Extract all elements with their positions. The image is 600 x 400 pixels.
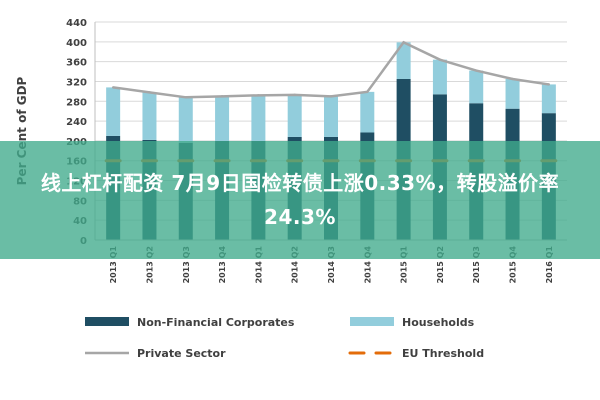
legend-label-households: Households bbox=[402, 316, 475, 329]
y-tick-label: 360 bbox=[66, 58, 87, 69]
y-tick-label: 400 bbox=[66, 38, 87, 49]
point-private-sector bbox=[293, 93, 296, 97]
point-private-sector bbox=[547, 83, 551, 86]
bar-households bbox=[215, 96, 230, 141]
x-tick-label: 2013 Q3 bbox=[182, 246, 191, 283]
x-tick-label: 2014 Q2 bbox=[291, 246, 300, 283]
y-tick-label: 320 bbox=[66, 77, 87, 88]
headline-text: 线上杠杆配资 7月9日国检转债上涨0.33%，转股溢价率24.3% bbox=[40, 171, 560, 229]
bar-households bbox=[469, 70, 484, 104]
point-private-sector bbox=[511, 77, 514, 81]
x-tick-label: 2013 Q4 bbox=[218, 246, 227, 284]
bar-households bbox=[106, 87, 121, 136]
point-private-sector bbox=[402, 41, 405, 44]
bar-households bbox=[287, 94, 302, 137]
point-private-sector bbox=[257, 94, 260, 97]
bar-households bbox=[541, 84, 556, 114]
x-tick-label: 2013 Q1 bbox=[109, 246, 118, 284]
legend-label-private-sector: Private Sector bbox=[137, 347, 226, 360]
bar-households bbox=[432, 59, 447, 95]
x-tick-label: 2013 Q2 bbox=[145, 246, 154, 283]
x-tick-label: 2015 Q2 bbox=[436, 246, 445, 283]
x-tick-label: 2015 Q4 bbox=[509, 246, 518, 284]
y-tick-label: 280 bbox=[66, 97, 87, 108]
bar-households bbox=[324, 96, 338, 137]
bar-households bbox=[505, 78, 520, 109]
x-tick-label: 2014 Q3 bbox=[327, 246, 336, 283]
bar-households bbox=[396, 42, 411, 79]
y-tick-label: 240 bbox=[66, 117, 87, 128]
x-tick-label: 2016 Q1 bbox=[545, 246, 554, 284]
point-private-sector bbox=[148, 91, 151, 94]
legend-swatch-non-financial-corporates bbox=[85, 317, 129, 326]
point-private-sector bbox=[329, 95, 333, 98]
x-tick-label: 2015 Q3 bbox=[472, 246, 481, 283]
point-private-sector bbox=[220, 95, 224, 98]
point-private-sector bbox=[184, 96, 187, 99]
bar-households bbox=[360, 91, 375, 133]
point-private-sector bbox=[475, 69, 478, 72]
bar-households bbox=[178, 97, 193, 143]
line-private-sector bbox=[112, 40, 550, 99]
point-private-sector bbox=[438, 58, 442, 61]
x-tick-label: 2015 Q1 bbox=[400, 246, 409, 284]
x-tick-label: 2014 Q1 bbox=[254, 246, 263, 284]
y-tick-label: 440 bbox=[66, 18, 87, 29]
bar-households bbox=[251, 95, 266, 141]
legend-label-non-financial-corporates: Non-Financial Corporates bbox=[137, 316, 295, 329]
legend-label-eu-threshold: EU Threshold bbox=[402, 347, 484, 360]
bar-households bbox=[142, 92, 157, 140]
legend: Non-Financial Corporates Households Privat… bbox=[85, 316, 484, 360]
headline-banner: 线上杠杆配资 7月9日国检转债上涨0.33%，转股溢价率24.3% bbox=[0, 141, 600, 259]
point-private-sector bbox=[366, 90, 369, 94]
legend-swatch-households bbox=[350, 317, 394, 326]
point-private-sector bbox=[111, 86, 115, 89]
x-tick-label: 2014 Q4 bbox=[363, 246, 372, 284]
